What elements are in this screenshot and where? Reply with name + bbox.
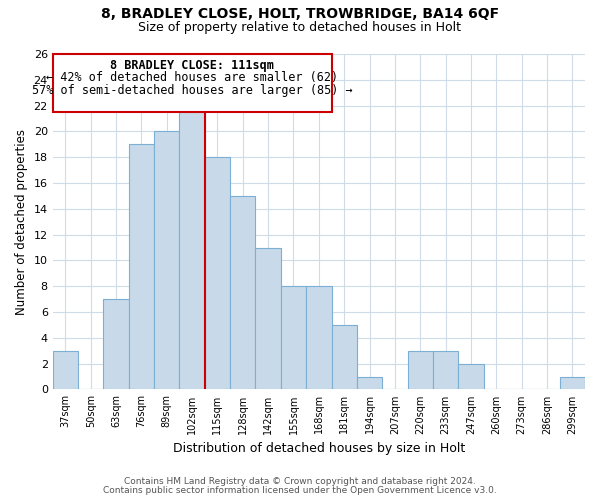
Text: 57% of semi-detached houses are larger (85) →: 57% of semi-detached houses are larger (… (32, 84, 352, 98)
Bar (306, 286, 332, 390)
Bar (179, 106, 205, 390)
Bar (560, 376, 585, 390)
Bar (256, 248, 281, 390)
Text: 8 BRADLEY CLOSE: 111sqm: 8 BRADLEY CLOSE: 111sqm (110, 59, 274, 72)
Bar (129, 144, 154, 390)
Text: Size of property relative to detached houses in Holt: Size of property relative to detached ho… (139, 21, 461, 34)
Bar (332, 325, 357, 390)
Y-axis label: Number of detached properties: Number of detached properties (15, 128, 28, 314)
Bar (205, 157, 230, 390)
Bar (154, 132, 179, 390)
X-axis label: Distribution of detached houses by size in Holt: Distribution of detached houses by size … (173, 442, 465, 455)
Bar (357, 376, 382, 390)
Bar (53, 350, 78, 390)
Bar (281, 286, 306, 390)
Text: Contains public sector information licensed under the Open Government Licence v3: Contains public sector information licen… (103, 486, 497, 495)
Bar (407, 350, 433, 390)
Text: ← 42% of detached houses are smaller (62): ← 42% of detached houses are smaller (62… (46, 72, 338, 85)
Bar (230, 196, 256, 390)
Text: 8, BRADLEY CLOSE, HOLT, TROWBRIDGE, BA14 6QF: 8, BRADLEY CLOSE, HOLT, TROWBRIDGE, BA14… (101, 8, 499, 22)
Bar (103, 299, 129, 390)
Bar (458, 364, 484, 390)
Text: Contains HM Land Registry data © Crown copyright and database right 2024.: Contains HM Land Registry data © Crown c… (124, 477, 476, 486)
Bar (433, 350, 458, 390)
